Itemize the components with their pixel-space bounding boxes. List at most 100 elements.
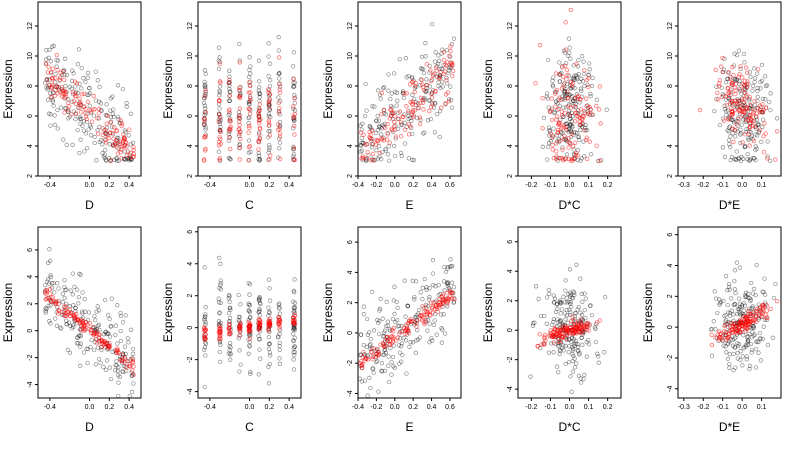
y-tick-label: 6 xyxy=(27,114,34,118)
fitted-point xyxy=(49,84,55,89)
observed-point xyxy=(292,95,298,100)
y-tick-label: 4 xyxy=(347,144,354,148)
observed-point xyxy=(50,99,56,104)
observed-point xyxy=(401,95,406,101)
fitted-point xyxy=(406,132,412,137)
fitted-point xyxy=(131,144,136,150)
fitted-point xyxy=(559,155,564,161)
fitted-point xyxy=(236,127,241,132)
fitted-point xyxy=(572,104,578,109)
fitted-point xyxy=(396,116,401,122)
fitted-point xyxy=(53,75,58,81)
observed-point xyxy=(754,71,760,76)
observed-point xyxy=(292,100,298,106)
fitted-point xyxy=(586,75,591,81)
observed-point xyxy=(100,151,105,156)
fitted-point xyxy=(437,76,442,81)
y-tick-label: 2 xyxy=(27,302,34,306)
fitted-point xyxy=(578,96,583,102)
observed-point xyxy=(540,144,546,149)
fitted-point xyxy=(547,109,553,115)
y-tick-label: 0 xyxy=(187,326,194,330)
observed-point xyxy=(123,157,128,162)
fitted-point xyxy=(557,138,563,144)
fitted-point xyxy=(438,69,443,75)
x-tick-label: 0.0 xyxy=(565,182,575,189)
observed-point xyxy=(570,94,575,99)
observed-point xyxy=(712,108,717,114)
observed-point xyxy=(571,76,576,81)
observed-point xyxy=(586,73,591,78)
observed-point xyxy=(111,114,116,120)
observed-point xyxy=(566,108,572,114)
fitted-point xyxy=(389,128,395,133)
observed-point xyxy=(388,96,393,102)
observed-point xyxy=(574,76,580,81)
fitted-point xyxy=(63,91,69,96)
fitted-point xyxy=(597,158,602,164)
observed-point xyxy=(571,147,576,152)
observed-point xyxy=(733,157,739,163)
fitted-point xyxy=(406,108,411,114)
y-axis-title: Expression xyxy=(1,283,15,342)
fitted-point xyxy=(237,157,242,162)
fitted-point xyxy=(584,137,589,143)
fitted-point xyxy=(569,131,575,137)
observed-point xyxy=(421,66,426,72)
fitted-point xyxy=(572,140,578,146)
observed-point xyxy=(557,79,562,84)
observed-point xyxy=(579,54,585,59)
fitted-point xyxy=(61,69,66,74)
observed-point xyxy=(256,91,262,96)
panel-r1c3: -0.4 -0.2 0.0 0.2 0.4 0.6 2 4 6 8 10 12 E Expression xyxy=(321,1,462,212)
observed-point xyxy=(359,140,364,145)
observed-point xyxy=(115,158,120,163)
y-tick-label: 8 xyxy=(27,84,34,88)
fitted-point xyxy=(420,82,425,87)
fitted-point xyxy=(119,123,124,129)
fitted-point xyxy=(559,113,565,118)
fitted-point xyxy=(105,133,110,138)
observed-point xyxy=(729,117,735,122)
y-tick-label: 2 xyxy=(507,299,514,303)
observed-point xyxy=(583,125,588,131)
x-tick-label: 0.4 xyxy=(284,182,294,189)
plot-frame xyxy=(517,1,622,177)
fitted-point xyxy=(419,77,424,83)
fitted-point xyxy=(598,121,603,126)
observed-point xyxy=(750,88,755,93)
observed-point xyxy=(743,144,748,149)
x-tick-label: 0.0 xyxy=(737,404,747,411)
y-tick-label: -4 xyxy=(507,386,514,392)
fitted-point xyxy=(237,106,243,111)
fitted-point xyxy=(561,82,566,87)
fitted-point xyxy=(266,101,272,106)
fitted-point xyxy=(443,92,449,97)
observed-point xyxy=(79,66,84,71)
fitted-point xyxy=(108,158,113,163)
observed-point xyxy=(429,21,435,27)
fitted-point xyxy=(83,114,89,119)
observed-point xyxy=(104,102,109,107)
fitted-point xyxy=(421,107,426,112)
fitted-point xyxy=(257,115,262,120)
fitted-point xyxy=(565,72,570,78)
fitted-point xyxy=(291,145,297,151)
observed-point xyxy=(201,100,207,106)
observed-point xyxy=(548,139,554,144)
observed-point xyxy=(110,111,115,116)
observed-point xyxy=(203,82,208,87)
fitted-point xyxy=(365,141,370,147)
fitted-point xyxy=(73,111,79,116)
observed-point xyxy=(745,157,750,162)
fitted-point xyxy=(226,81,232,86)
fitted-point xyxy=(383,125,388,131)
y-tick-label: 2 xyxy=(667,294,674,298)
fitted-point xyxy=(105,113,110,119)
observed-point xyxy=(62,56,68,61)
y-axis-title: Expression xyxy=(161,283,175,342)
panel-r1c2: -0.4 0.0 0.2 0.4 2 4 6 8 10 12 C Expression xyxy=(161,1,302,212)
fitted-point xyxy=(122,143,127,148)
fitted-point xyxy=(267,133,273,138)
fitted-point xyxy=(238,136,243,142)
